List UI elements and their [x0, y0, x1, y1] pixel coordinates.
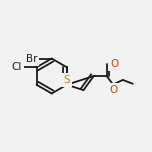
Text: Br: Br: [26, 54, 37, 64]
Text: O: O: [111, 59, 119, 69]
Text: S: S: [64, 75, 70, 85]
Text: Cl: Cl: [12, 62, 22, 72]
Text: O: O: [109, 85, 117, 95]
